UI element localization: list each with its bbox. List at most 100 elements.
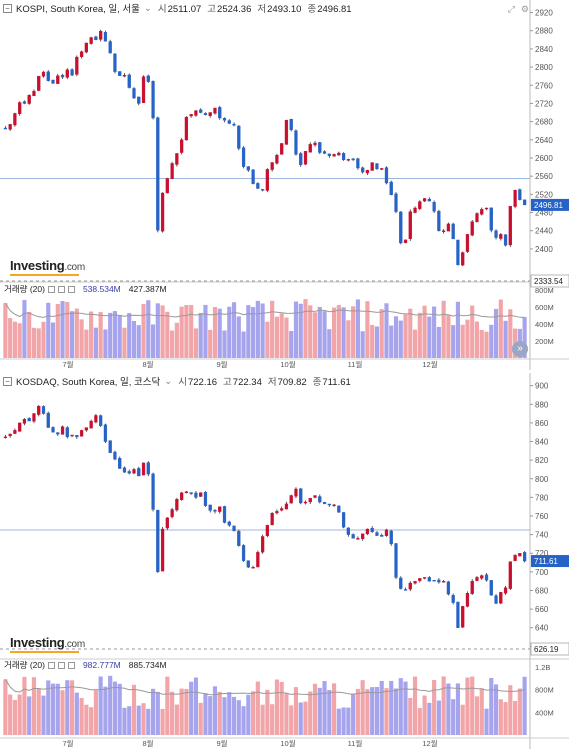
candle-body <box>260 189 265 191</box>
candle <box>294 129 298 156</box>
volume-bar <box>122 707 127 735</box>
candle <box>408 581 412 592</box>
settings-icon[interactable] <box>57 661 65 669</box>
candle <box>484 572 489 582</box>
collapse-icon[interactable]: − <box>3 376 12 386</box>
volume-bar <box>336 304 341 358</box>
kospi-symbol-title[interactable]: KOSPI, South Korea, 일, 서울 <box>16 4 140 15</box>
candle <box>13 112 17 127</box>
candle-body <box>22 418 27 424</box>
candle <box>522 551 527 563</box>
eye-icon[interactable] <box>47 661 55 669</box>
candle-body <box>70 69 74 76</box>
candle <box>146 461 150 477</box>
candle-body <box>332 154 336 157</box>
candle <box>127 469 131 475</box>
volume-label[interactable]: 거래량 (20) <box>4 660 45 670</box>
volume-bar <box>470 676 475 735</box>
volume-bar <box>341 707 346 735</box>
candle-body <box>351 534 355 539</box>
candle-body <box>313 142 317 146</box>
candle <box>308 142 312 153</box>
candle <box>151 80 155 120</box>
candle <box>451 593 455 605</box>
candle <box>437 577 441 584</box>
volume-tick-label: 600M <box>535 303 554 312</box>
candle-body <box>437 210 441 231</box>
candle-body <box>408 582 412 590</box>
candle-body <box>332 504 336 507</box>
volume-bar <box>374 326 380 358</box>
volume-bar <box>98 311 103 358</box>
volume-bar <box>508 685 513 735</box>
volume-bar <box>441 676 446 735</box>
candle-body <box>503 587 508 594</box>
candle-body <box>489 580 493 596</box>
volume-bar <box>31 677 37 735</box>
volume-bar <box>198 312 203 358</box>
candle <box>108 39 112 54</box>
settings-icon[interactable] <box>57 285 65 293</box>
maximize-icon[interactable]: ⤢ <box>507 4 515 14</box>
scroll-right-icon[interactable]: » <box>512 341 528 357</box>
volume-bar <box>265 321 270 358</box>
candle <box>480 574 484 581</box>
candle-body <box>170 509 174 518</box>
volume-bar <box>17 323 22 358</box>
y-tick-label: 2440 <box>535 227 553 236</box>
candle-body <box>265 169 270 191</box>
candle-body <box>165 517 169 529</box>
candle-body <box>251 567 255 569</box>
candle <box>232 525 236 532</box>
candle <box>513 554 517 562</box>
chevron-down-icon[interactable]: ⌄ <box>164 375 173 387</box>
volume-bar <box>74 308 79 358</box>
settings-icon[interactable]: ⚙ <box>520 4 529 14</box>
chevron-down-icon[interactable]: ⌄ <box>143 2 152 14</box>
candle <box>260 534 265 554</box>
volume-bar <box>351 693 356 735</box>
kosdaq-volume-ma-value: 885.734M <box>128 660 167 670</box>
candle-body <box>141 462 146 476</box>
close-icon[interactable] <box>67 285 75 293</box>
volume-bar <box>317 687 322 735</box>
candle-body <box>522 199 527 206</box>
volume-bar <box>46 680 51 735</box>
candle-body <box>213 107 217 114</box>
candle-body <box>99 415 103 426</box>
candle <box>203 112 208 116</box>
candle-body <box>70 434 74 437</box>
candle-body <box>27 418 31 422</box>
candle <box>280 143 284 155</box>
candle <box>46 411 50 428</box>
eye-icon[interactable] <box>47 285 55 293</box>
candle-body <box>184 116 189 141</box>
volume-bar <box>60 301 65 358</box>
volume-bar <box>155 303 160 358</box>
candle <box>499 232 503 241</box>
candle-body <box>127 471 131 474</box>
volume-label[interactable]: 거래량 (20) <box>4 284 45 294</box>
volume-bar <box>470 305 475 358</box>
volume-bar <box>522 317 527 358</box>
candle <box>79 429 84 437</box>
volume-bar <box>165 676 170 735</box>
candle-body <box>41 406 46 414</box>
volume-tick-label: 200M <box>535 337 554 346</box>
collapse-icon[interactable]: − <box>3 3 12 13</box>
candle-body <box>246 166 250 171</box>
candle-body <box>480 575 484 579</box>
volume-bar <box>241 706 246 735</box>
kosdaq-symbol-title[interactable]: KOSDAQ, South Korea, 일, 코스닥 <box>16 377 161 388</box>
candle-body <box>351 158 355 161</box>
volume-bar <box>117 314 122 358</box>
candle-body <box>427 198 431 202</box>
volume-bar <box>298 303 303 358</box>
candle-body <box>175 499 179 511</box>
candle <box>156 509 160 573</box>
candle <box>22 418 27 426</box>
candle-body <box>51 79 55 84</box>
candle-body <box>503 234 508 246</box>
close-icon[interactable] <box>67 661 75 669</box>
volume-bar <box>174 704 179 735</box>
